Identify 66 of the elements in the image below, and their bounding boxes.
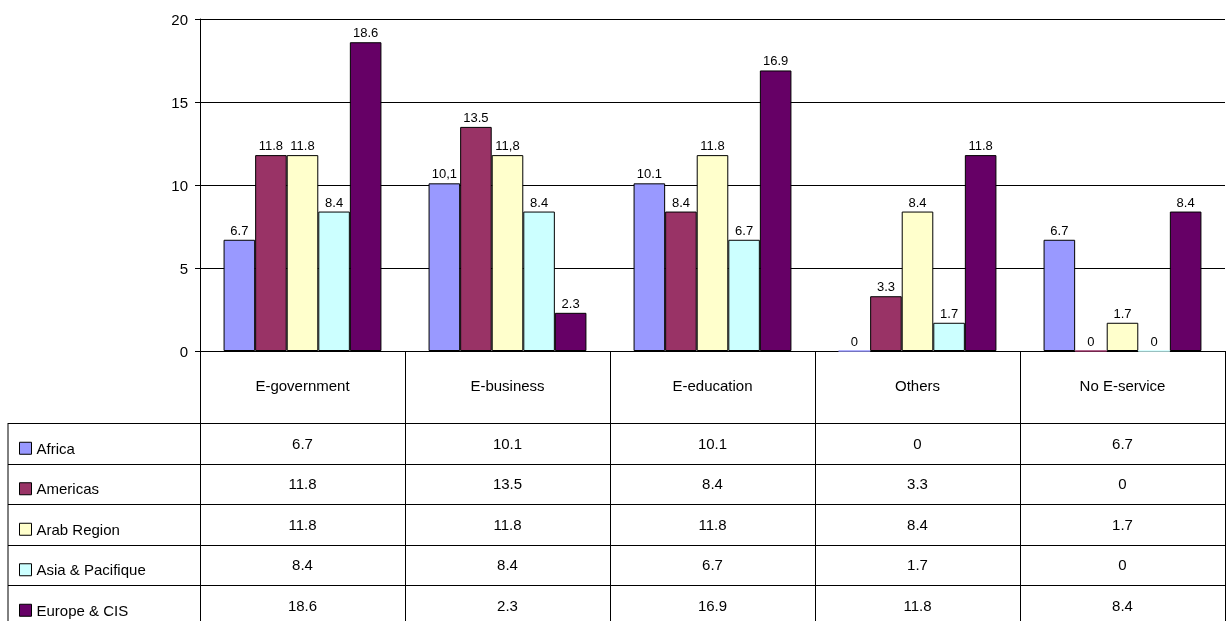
data-label: 8.4: [1176, 194, 1195, 210]
text: 0: [1118, 475, 1127, 493]
data-label: 8.4: [530, 194, 549, 210]
data-label: 1.7: [940, 305, 959, 321]
text: 13.5: [492, 475, 523, 493]
y-tick-label: 0: [179, 342, 188, 360]
data-label: 1.7: [1113, 305, 1132, 321]
text: 11.8: [288, 515, 317, 533]
x-tick-label: E-business: [470, 377, 545, 394]
text: 6.7: [702, 556, 723, 574]
x-tick-label: E-government: [255, 377, 351, 394]
text: 0: [1118, 556, 1127, 574]
data-label: 8.4: [671, 194, 690, 210]
text: 16.9: [697, 596, 728, 614]
text: 11.8: [493, 515, 522, 533]
x-tick-label: No E-service: [1079, 377, 1166, 394]
data-label: 10.1: [636, 166, 663, 182]
text: 6.7: [1112, 434, 1133, 452]
data-label: 8.4: [325, 194, 344, 210]
text: 11.8: [698, 515, 727, 533]
text: 8.4: [292, 556, 313, 574]
x-tick-label: Others: [894, 377, 941, 394]
text: 18.6: [287, 596, 318, 614]
text: 11.8: [288, 475, 317, 493]
text: 8.4: [702, 475, 723, 493]
text: 10.1: [697, 434, 728, 452]
data-label: 16.9: [762, 53, 789, 69]
data-label: 11.8: [258, 138, 284, 154]
text: 1.7: [907, 556, 928, 574]
text: 2.3: [497, 596, 518, 614]
text: 8.4: [1112, 596, 1133, 614]
data-label: 0: [1087, 333, 1095, 349]
y-tick-label: 20: [171, 10, 188, 28]
x-tick-label: E-education: [672, 377, 753, 394]
data-label: 11,8: [495, 138, 520, 154]
text: 0: [913, 434, 922, 452]
legend-label: Arab Region: [36, 520, 120, 538]
y-tick-label: 5: [179, 259, 188, 277]
data-label: 0: [850, 333, 858, 349]
text: 11.8: [903, 596, 932, 614]
legend-label: Americas: [36, 480, 100, 498]
legend-label: Africa: [36, 439, 76, 457]
y-tick-label: 15: [171, 93, 188, 111]
data-label: 18.6: [352, 25, 379, 41]
data-label: 0: [1150, 333, 1158, 349]
bar: [1106, 322, 1139, 351]
data-label: 3.3: [876, 279, 895, 295]
text: 8.4: [907, 515, 928, 533]
data-label: 6.7: [230, 222, 249, 238]
text: 8.4: [497, 556, 518, 574]
text: 3.3: [907, 475, 928, 493]
data-label: 13.5: [463, 109, 489, 125]
legend-label: Europe & CIS: [36, 601, 129, 619]
text: 1.7: [1112, 515, 1133, 533]
data-label: 6.7: [735, 222, 754, 238]
data-label: 11.8: [700, 138, 725, 154]
data-label: 6.7: [1050, 222, 1069, 238]
data-label: 10,1: [431, 166, 458, 182]
data-label: 2.3: [561, 295, 580, 311]
legend-label: Asia & Pacifique: [36, 561, 146, 579]
data-label: 11.8: [290, 138, 315, 154]
y-tick-label: 10: [171, 176, 188, 194]
text: 10.1: [492, 434, 523, 452]
text: 6.7: [292, 434, 313, 452]
data-label: 8.4: [908, 194, 927, 210]
data-label: 11.8: [968, 138, 993, 154]
